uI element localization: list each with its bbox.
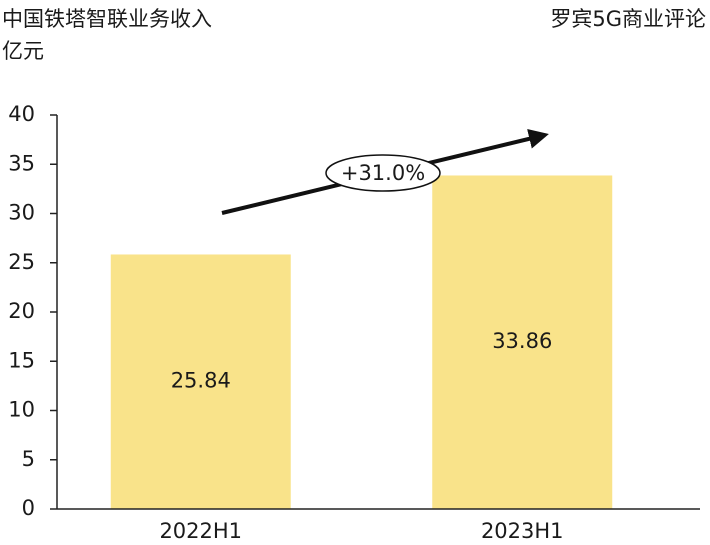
value-label: 33.86 [492, 329, 552, 353]
y-tick-label: 20 [8, 299, 35, 323]
chart-title: 中国铁塔智联业务收入 [2, 7, 212, 31]
y-tick-label: 0 [22, 496, 35, 520]
y-tick-label: 25 [8, 250, 35, 274]
source: 罗宾5G商业评论 [550, 7, 706, 31]
y-tick-label: 40 [8, 102, 35, 126]
bar [110, 254, 291, 509]
y-axis-label: 亿元 [2, 39, 44, 63]
annotation-ellipse [325, 154, 441, 192]
y-tick-label: 5 [22, 447, 35, 471]
x-tick-label: 2023H1 [481, 519, 564, 543]
annotation: +31.0% [341, 161, 425, 185]
y-tick-label: 10 [8, 398, 35, 422]
x-tick-label: 2022H1 [159, 519, 242, 543]
value-label: 25.84 [171, 369, 231, 393]
y-tick-label: 30 [8, 201, 35, 225]
y-tick-label: 35 [8, 151, 35, 175]
y-tick-label: 15 [8, 348, 35, 372]
bar [432, 175, 613, 509]
